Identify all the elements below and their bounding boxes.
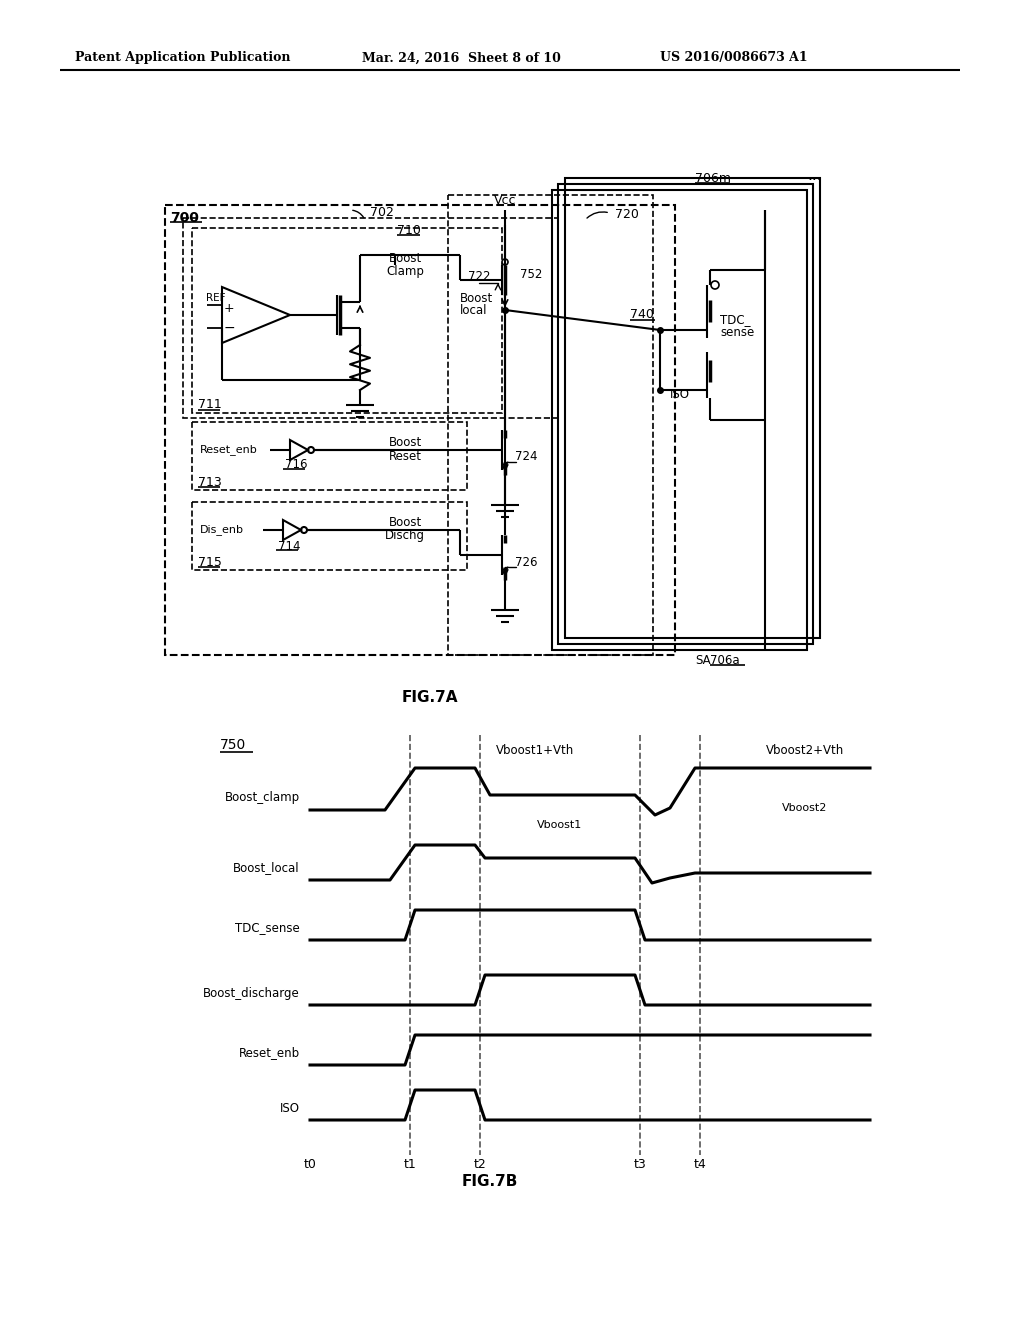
Text: FIG.7B: FIG.7B	[462, 1175, 518, 1189]
Text: Dischg: Dischg	[385, 529, 425, 543]
Text: t4: t4	[693, 1159, 707, 1172]
Text: 710: 710	[397, 223, 421, 236]
Bar	[552, 190, 807, 649]
Text: ISO: ISO	[670, 388, 690, 401]
Text: −: −	[224, 321, 236, 335]
Text: t3: t3	[634, 1159, 646, 1172]
Text: Reset: Reset	[388, 450, 422, 462]
Text: Vboost2+Vth: Vboost2+Vth	[766, 743, 844, 756]
Text: 720: 720	[615, 209, 639, 222]
Bar	[565, 178, 820, 638]
Text: Vcc: Vcc	[494, 194, 516, 206]
Text: t0: t0	[303, 1159, 316, 1172]
Text: 752: 752	[520, 268, 543, 281]
Text: 706a: 706a	[710, 653, 739, 667]
Text: sense: sense	[720, 326, 755, 339]
Text: local: local	[460, 304, 487, 317]
Text: 724: 724	[515, 450, 538, 463]
Bar	[165, 205, 675, 655]
Text: 706m: 706m	[695, 172, 731, 185]
Text: Patent Application Publication: Patent Application Publication	[75, 51, 291, 65]
Text: 716: 716	[285, 458, 307, 471]
Text: 750: 750	[220, 738, 246, 752]
Text: SA: SA	[695, 653, 711, 667]
Bar	[193, 422, 467, 490]
Text: TDC_sense: TDC_sense	[236, 921, 300, 935]
Text: t2: t2	[474, 1159, 486, 1172]
Text: Boost_clamp: Boost_clamp	[225, 792, 300, 804]
Text: t1: t1	[403, 1159, 417, 1172]
Text: Boost_discharge: Boost_discharge	[203, 986, 300, 999]
Text: Reset_enb: Reset_enb	[239, 1047, 300, 1060]
Text: 702: 702	[370, 206, 394, 219]
Text: Boost: Boost	[388, 437, 422, 450]
Text: REF: REF	[206, 293, 225, 304]
Text: Dis_enb: Dis_enb	[200, 524, 244, 536]
Text: 715: 715	[198, 557, 222, 569]
Text: Vboost2: Vboost2	[782, 803, 827, 813]
Text: Boost: Boost	[388, 252, 422, 264]
Text: FIG.7A: FIG.7A	[401, 690, 459, 705]
Text: 714: 714	[278, 540, 300, 553]
Text: Mar. 24, 2016  Sheet 8 of 10: Mar. 24, 2016 Sheet 8 of 10	[362, 51, 561, 65]
Text: Reset_enb: Reset_enb	[200, 445, 258, 455]
Bar	[183, 218, 558, 418]
Text: Clamp: Clamp	[386, 264, 424, 277]
Text: +: +	[224, 301, 234, 314]
Text: Boost_local: Boost_local	[233, 862, 300, 874]
Text: Boost: Boost	[388, 516, 422, 529]
Bar	[449, 195, 653, 655]
Text: US 2016/0086673 A1: US 2016/0086673 A1	[660, 51, 808, 65]
Text: Vboost1+Vth: Vboost1+Vth	[496, 743, 574, 756]
Bar	[193, 228, 502, 413]
Text: ISO: ISO	[280, 1101, 300, 1114]
Text: Vboost1: Vboost1	[538, 820, 583, 830]
Bar	[193, 502, 467, 570]
Text: Boost: Boost	[460, 292, 494, 305]
Text: 700: 700	[170, 211, 199, 224]
Bar	[558, 183, 813, 644]
Text: TDC_: TDC_	[720, 314, 751, 326]
Text: 711: 711	[198, 399, 222, 412]
Text: 726: 726	[515, 556, 538, 569]
Text: ...: ...	[808, 168, 822, 182]
Text: 722: 722	[468, 271, 490, 284]
Text: 740: 740	[630, 309, 654, 322]
Text: 713: 713	[198, 477, 222, 490]
